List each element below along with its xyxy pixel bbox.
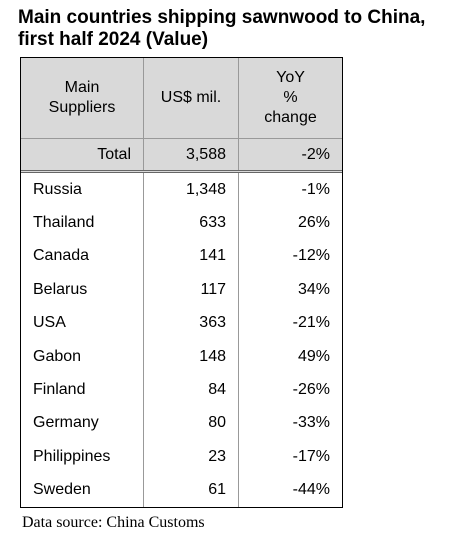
header-cell: Main Suppliers <box>21 58 143 138</box>
cell-text: Sweden <box>33 481 91 499</box>
cell-text: 61 <box>143 473 238 507</box>
header-text: Suppliers <box>48 99 116 116</box>
total-row: Total 3,588 -2% <box>21 139 342 173</box>
cell-text: -17% <box>238 440 342 474</box>
cell-text: 84 <box>143 373 238 407</box>
table-row: Philippines 23 -17% <box>21 440 342 474</box>
header-text: change <box>264 109 317 126</box>
cell-text: Belarus <box>33 280 88 298</box>
table-row: USA 363 -21% <box>21 306 342 340</box>
cell-text: Canada <box>33 247 90 265</box>
cell-text: 80 <box>143 406 238 441</box>
cell-text: 26% <box>238 206 342 240</box>
table-row: Belarus 117 34% <box>21 273 342 307</box>
cell-text: -21% <box>238 306 342 340</box>
table-row: Russia 1,348 -1% <box>21 173 342 207</box>
table-row: Sweden 61 -44% <box>21 473 342 507</box>
cell-text: 1,348 <box>143 173 238 207</box>
cell-text: 141 <box>143 239 238 274</box>
cell-text: 49% <box>238 339 342 374</box>
cell-text: 23 <box>143 440 238 474</box>
cell-text: 117 <box>143 273 238 307</box>
cell-text: 633 <box>143 206 238 240</box>
cell-text: -1% <box>238 173 342 207</box>
cell-text: Philippines <box>33 447 111 465</box>
cell-text: Thailand <box>33 214 95 232</box>
header-cell: US$ mil. <box>143 58 238 138</box>
header-text: US$ mil. <box>160 89 222 106</box>
header-text: % <box>283 89 298 106</box>
cell-text: Total <box>97 145 131 163</box>
header-row: Main Suppliers US$ mil. YoY% change <box>21 58 342 139</box>
cell-text: -26% <box>238 373 342 407</box>
cell-text: -2% <box>238 139 342 170</box>
cell-text: Gabon <box>33 347 82 365</box>
header-text: YoY <box>276 69 305 86</box>
table-row: Germany 80 -33% <box>21 406 342 441</box>
title-line: first half 2024 (Value) <box>18 29 209 50</box>
cell-text: 3,588 <box>143 139 238 170</box>
cell-text: Russia <box>33 180 82 198</box>
cell-text: Germany <box>33 414 99 432</box>
title-line: Main countries shipping sawnwood to Chin… <box>18 7 426 28</box>
cell-text: -44% <box>238 473 342 507</box>
cell-text: 363 <box>143 306 238 340</box>
cell-text: -33% <box>238 406 342 441</box>
header-cell: YoY% change <box>238 58 342 138</box>
cell-text: 148 <box>143 339 238 374</box>
table-row: Gabon 148 49% <box>21 339 342 374</box>
cell-text: -12% <box>238 239 342 274</box>
table: Main Suppliers US$ mil. YoY% change Total 3,58… <box>20 57 343 508</box>
title: Main countries shipping sawnwood to Chin… <box>18 7 425 51</box>
cell-text: USA <box>33 314 66 332</box>
table-row: Finland 84 -26% <box>21 373 342 407</box>
cell-text: 34% <box>238 273 342 307</box>
table-row: Thailand 633 26% <box>21 206 342 240</box>
source-note: Data source: China Customs <box>22 514 205 531</box>
table-row: Canada 141 -12% <box>21 239 342 274</box>
cell-text: Finland <box>33 381 86 399</box>
header-text: Main <box>64 79 100 96</box>
